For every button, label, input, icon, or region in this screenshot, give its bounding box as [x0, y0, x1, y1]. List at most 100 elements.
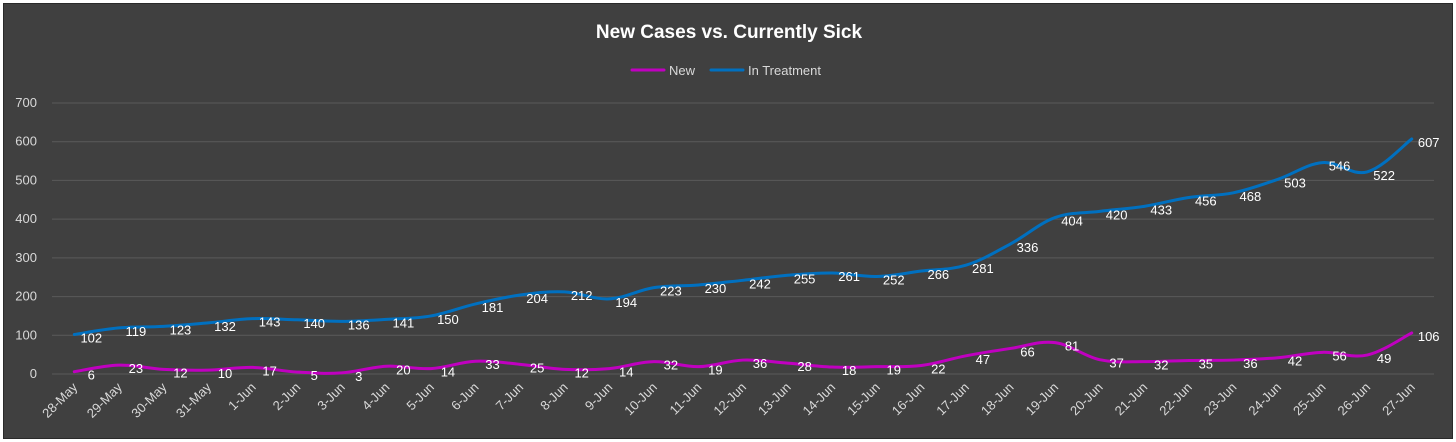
data-label: 36: [753, 356, 767, 371]
x-tick-label: 16-Jun: [889, 380, 928, 419]
y-tick-label: 200: [15, 289, 37, 304]
data-label: 255: [794, 271, 816, 286]
legend-item-new: New: [630, 63, 696, 78]
x-tick-label: 3-Jun: [314, 380, 348, 414]
x-tick-label: 27-Jun: [1379, 380, 1418, 419]
data-label: 141: [393, 315, 415, 330]
x-tick-label: 29-May: [84, 379, 126, 421]
data-label: 204: [526, 291, 548, 306]
data-label: 266: [927, 267, 949, 282]
chart-title: New Cases vs. Currently Sick: [596, 22, 863, 43]
data-label: 35: [1199, 356, 1213, 371]
data-label: 17: [262, 363, 276, 378]
x-axis-ticks: 28-May 29-May 30-May 31-May 1-Jun 2-Jun 3-Jun 4…: [39, 379, 1418, 421]
chart-area: New Cases vs. Currently Sick New In Treat…: [3, 3, 1453, 439]
data-label: 28: [797, 359, 811, 374]
y-tick-label: 700: [15, 95, 37, 110]
data-label: 3: [355, 369, 362, 384]
data-label: 132: [214, 319, 236, 334]
data-label: 123: [170, 322, 192, 337]
series-line-in-treatment: [72, 137, 1414, 337]
gridlines: [52, 102, 1434, 375]
data-label: 404: [1061, 214, 1083, 229]
data-label: 5: [311, 368, 318, 383]
x-tick-label: 17-Jun: [933, 380, 972, 419]
data-label: 194: [615, 295, 637, 310]
y-tick-label: 400: [15, 211, 37, 226]
data-label: 18: [842, 363, 856, 378]
data-label: 19: [887, 363, 901, 378]
data-label: 456: [1195, 193, 1217, 208]
data-label: 32: [664, 358, 678, 373]
data-label: 22: [931, 361, 945, 376]
x-tick-label: 4-Jun: [359, 380, 393, 414]
x-tick-label: 7-Jun: [493, 380, 527, 414]
data-label: 336: [1017, 240, 1039, 255]
x-tick-label: 5-Jun: [403, 380, 437, 414]
y-axis-ticks: 0 100 200 300 400 500 600 700: [15, 95, 37, 381]
data-label: 106: [1418, 329, 1440, 344]
data-label: 181: [482, 300, 504, 315]
legend-item-in-treatment: In Treatment: [709, 63, 821, 78]
series-line-new: [72, 331, 1414, 375]
data-label: 25: [530, 360, 544, 375]
x-tick-label: 24-Jun: [1245, 380, 1284, 419]
x-tick-label: 13-Jun: [755, 380, 794, 419]
x-tick-label: 22-Jun: [1156, 380, 1195, 419]
data-label: 56: [1332, 348, 1346, 363]
data-label: 102: [80, 331, 102, 346]
data-label: 223: [660, 284, 682, 299]
data-label: 140: [303, 316, 325, 331]
data-label: 10: [218, 366, 232, 381]
y-tick-label: 600: [15, 134, 37, 149]
x-tick-label: 30-May: [128, 379, 170, 421]
series-lines: [72, 137, 1414, 375]
data-label: 420: [1106, 207, 1128, 222]
x-tick-label: 10-Jun: [621, 380, 660, 419]
x-tick-label: 9-Jun: [582, 380, 616, 414]
data-label: 32: [1154, 358, 1168, 373]
data-label: 230: [705, 281, 727, 296]
data-label: 607: [1418, 135, 1440, 150]
data-label: 522: [1373, 168, 1395, 183]
data-label: 49: [1377, 351, 1391, 366]
data-label: 12: [173, 365, 187, 380]
x-tick-label: 19-Jun: [1022, 380, 1061, 419]
data-label: 212: [571, 288, 593, 303]
data-label: 14: [441, 365, 455, 380]
x-tick-label: 15-Jun: [844, 380, 883, 419]
x-tick-label: 6-Jun: [448, 380, 482, 414]
data-label: 119: [126, 324, 147, 339]
legend-label: In Treatment: [748, 63, 821, 78]
x-tick-label: 26-Jun: [1335, 380, 1374, 419]
data-label: 81: [1065, 339, 1079, 354]
data-label: 503: [1284, 175, 1306, 190]
data-label: 6: [88, 368, 95, 383]
data-label: 37: [1109, 356, 1123, 371]
data-label: 12: [574, 365, 588, 380]
legend-label: New: [669, 63, 696, 78]
data-label: 468: [1240, 189, 1262, 204]
data-label: 143: [259, 315, 281, 330]
x-tick-label: 21-Jun: [1112, 380, 1151, 419]
data-label: 14: [619, 365, 633, 380]
x-tick-label: 1-Jun: [225, 380, 259, 414]
x-tick-label: 18-Jun: [978, 380, 1017, 419]
data-label: 261: [838, 269, 860, 284]
y-tick-label: 500: [15, 172, 37, 187]
data-label: 150: [437, 312, 459, 327]
x-tick-label: 25-Jun: [1290, 380, 1329, 419]
data-label: 136: [348, 317, 370, 332]
line-chart: New Cases vs. Currently Sick New In Treat…: [15, 22, 1440, 421]
data-label: 252: [883, 272, 905, 287]
x-tick-label: 14-Jun: [800, 380, 839, 419]
data-label: 23: [129, 361, 143, 376]
x-tick-label: 11-Jun: [667, 380, 705, 418]
x-tick-label: 20-Jun: [1067, 380, 1106, 419]
y-tick-label: 300: [15, 250, 37, 265]
data-label: 42: [1288, 354, 1302, 369]
y-tick-label: 100: [15, 327, 37, 342]
x-tick-label: 23-Jun: [1201, 380, 1240, 419]
x-tick-label: 8-Jun: [537, 380, 571, 414]
x-tick-label: 12-Jun: [710, 380, 749, 419]
